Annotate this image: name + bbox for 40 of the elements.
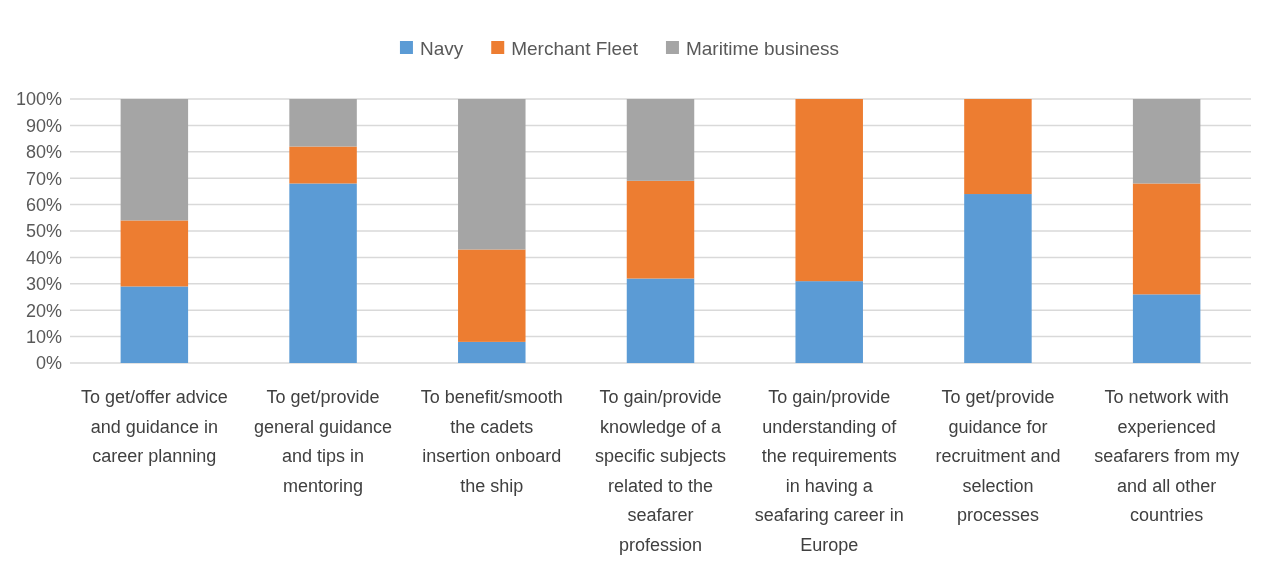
y-tick-label: 30% <box>25 274 62 295</box>
bar <box>795 281 863 363</box>
bar <box>289 183 357 363</box>
legend-label: Navy <box>419 37 464 59</box>
bar <box>120 99 189 221</box>
bar <box>626 180 695 279</box>
y-tick-label: 0% <box>35 353 62 374</box>
y-tick-label: 20% <box>25 300 62 321</box>
bar <box>1132 183 1201 295</box>
bar <box>289 99 357 147</box>
y-tick-label: 40% <box>25 247 62 268</box>
y-tick-label: 10% <box>25 326 62 347</box>
bar <box>964 194 1032 363</box>
legend-label: Merchant Fleet <box>511 37 639 59</box>
bar <box>458 99 526 250</box>
y-tick-label: 60% <box>25 194 62 215</box>
x-tick-label: To gain/provide knowledge of a specific subjects related to the seafarer profession <box>594 387 727 555</box>
x-tick-label: To benefit/smooth the cadets insertion onboard the ship <box>420 387 563 496</box>
bar <box>458 249 526 342</box>
bar <box>289 146 357 184</box>
y-tick-label: 50% <box>25 221 62 242</box>
bar <box>626 99 695 181</box>
bar <box>795 99 863 282</box>
y-tick-label: 90% <box>25 115 62 136</box>
x-tick-label: To get/provide general guidance and tips in mentoring <box>254 387 393 496</box>
legend-label: Maritime business <box>685 37 840 59</box>
bar <box>458 341 526 363</box>
x-tick-label: To gain/provide understanding of the requirements in having a seafaring career in Europe <box>754 387 904 555</box>
bar <box>120 220 189 287</box>
y-tick-label: 80% <box>25 142 62 163</box>
y-tick-label: 70% <box>25 168 62 189</box>
y-tick-label: 100% <box>15 89 62 110</box>
bar <box>1132 294 1201 363</box>
bar <box>964 99 1032 195</box>
x-tick-label: To get/offer advice and guidance in career planning <box>80 387 228 466</box>
bar <box>120 286 189 363</box>
x-tick-label: To get/provide guidance for recruitment and selection processes <box>935 387 1061 525</box>
bar <box>1132 99 1201 184</box>
x-tick-label: To network with experienced seafarers from my and all other countries <box>1094 387 1240 525</box>
bar <box>626 278 695 363</box>
